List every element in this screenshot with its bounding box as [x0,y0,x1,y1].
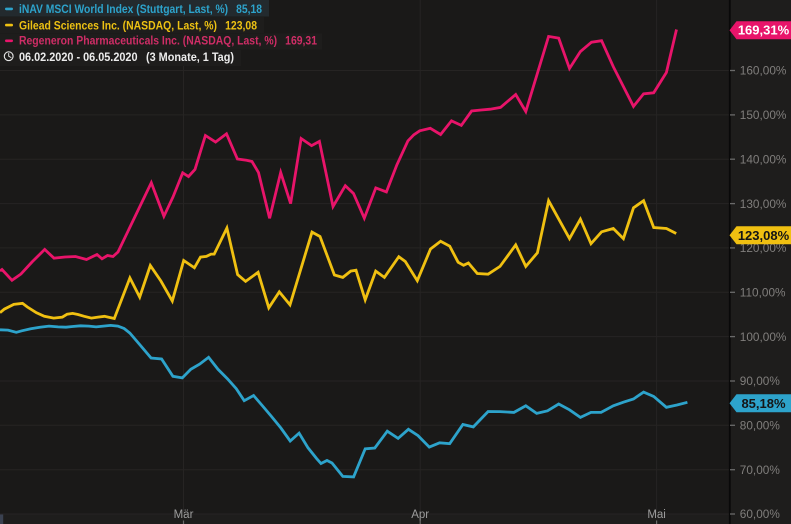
svg-text:123,08%: 123,08% [738,228,790,243]
svg-text:150,00%: 150,00% [740,108,787,122]
svg-text:140,00%: 140,00% [740,152,787,166]
svg-text:85,18%: 85,18% [741,396,786,411]
svg-text:06.02.2020 - 06.05.2020 (3 Mo: 06.02.2020 - 06.05.2020 (3 Monate, 1 Tag… [19,50,234,64]
svg-text:70,00%: 70,00% [740,463,781,477]
svg-text:130,00%: 130,00% [740,197,787,211]
svg-text:90,00%: 90,00% [740,374,781,388]
svg-text:Mai: Mai [647,509,666,521]
svg-text:60,00%: 60,00% [740,507,781,521]
svg-text:Apr: Apr [411,509,429,521]
svg-text:120,00%: 120,00% [740,241,787,255]
svg-text:iNAV MSCI World Index (Stuttga: iNAV MSCI World Index (Stuttgart, Last, … [19,2,262,16]
svg-text:110,00%: 110,00% [740,286,786,300]
svg-text:169,31%: 169,31% [738,23,790,38]
svg-text:Gilead Sciences Inc. (NASDAQ,: Gilead Sciences Inc. (NASDAQ, Last, %) 1… [19,19,257,33]
svg-text:Mär: Mär [174,509,194,521]
svg-text:160,00%: 160,00% [740,64,787,78]
svg-text:Regeneron Pharmaceuticals Inc.: Regeneron Pharmaceuticals Inc. (NASDAQ, … [19,33,317,47]
svg-text:80,00%: 80,00% [740,419,781,433]
svg-text:100,00%: 100,00% [740,330,787,344]
